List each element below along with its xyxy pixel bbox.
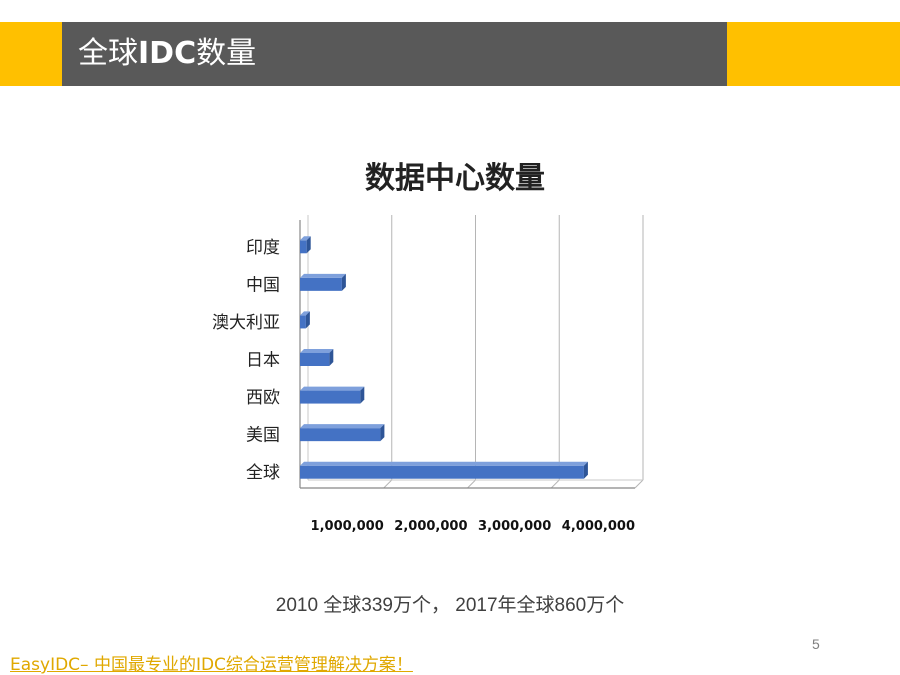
slide-title-part3: 数量 [196,36,257,71]
slide-title: 全球IDC数量 [78,22,256,86]
bar-side-6 [583,461,588,479]
footer-link[interactable]: EasyIDC– 中国最专业的IDC综合运营管理解决方案！ [10,655,413,675]
bar-side-4 [360,386,365,404]
gridline-foot-1 [467,479,476,489]
tick-label-3: 4,000,000 [562,519,635,534]
gridline-foot-0 [383,479,393,489]
chart-tick-labels: 1,000,000 2,000,000 3,000,000 4,000,000 [311,519,635,534]
gridline-foot-3 [634,479,644,489]
header-left-accent [0,22,62,86]
bar-top-4 [300,386,365,391]
category-label-2: 澳大利亚 [212,313,280,333]
category-label-6: 全球 [246,463,280,483]
bar-side-1 [341,273,346,291]
summary-text: 2010 全球339万个， 2017年全球860万个 [275,595,625,616]
category-label-5: 美国 [246,426,280,446]
bar-side-2 [305,311,310,329]
bar-5 [300,428,381,442]
bar-2 [300,315,306,329]
bar-side-0 [306,236,311,254]
bar-top-3 [300,349,334,353]
slide-title-part2: IDC [138,36,197,71]
bar-top-5 [300,424,385,429]
category-label-4: 西欧 [246,388,280,408]
category-label-3: 日本 [246,351,280,371]
tick-label-0: 1,000,000 [311,519,384,534]
gridline-foot-2 [550,479,560,489]
bar-4 [300,390,361,404]
bar-top-1 [300,273,346,278]
bar-6 [300,465,584,479]
header-right-accent [727,22,900,86]
chart-gridlines [383,215,644,489]
bar-side-5 [380,424,385,442]
bar-side-3 [329,349,334,366]
tick-label-2: 3,000,000 [478,519,551,534]
category-label-1: 中国 [246,275,280,295]
slide-title-part1: 全球 [78,36,138,71]
category-label-0: 印度 [246,238,280,258]
bar-top-2 [300,311,310,316]
bar-1 [300,277,342,291]
page-number: 5 [812,636,820,652]
chart-axis [299,215,643,489]
chart-title: 数据中心数量 [365,161,545,196]
tick-label-1: 2,000,000 [394,519,467,534]
chart-bars [300,236,588,479]
bar-top-0 [300,236,311,241]
bar-top-6 [300,461,588,466]
header-bar [62,22,727,86]
bar-3 [300,353,330,366]
bar-0 [300,240,307,254]
